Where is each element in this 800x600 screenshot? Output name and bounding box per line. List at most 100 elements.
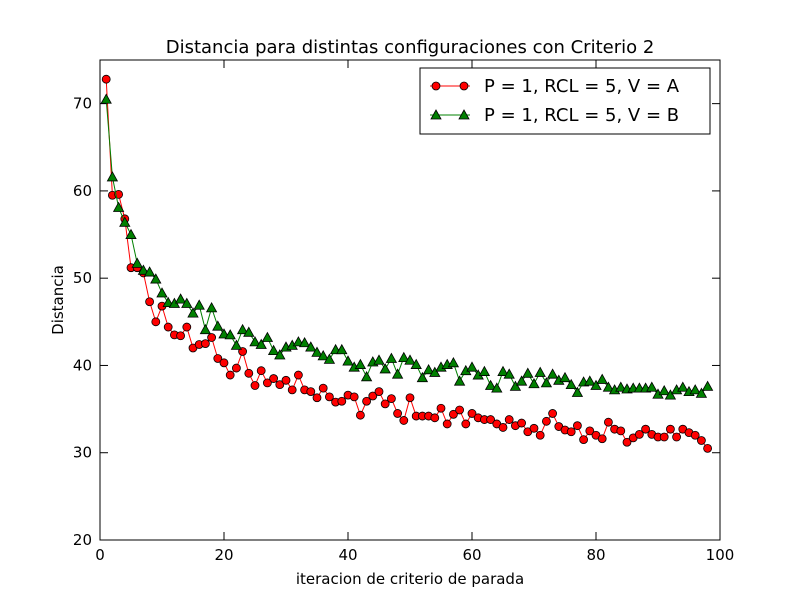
data-point	[590, 379, 602, 390]
legend-label: P = 1, RCL = 5, V = A	[484, 76, 680, 97]
data-point	[398, 351, 410, 363]
data-point	[405, 393, 415, 403]
y-tick-label: 20	[73, 531, 92, 549]
legend-entry: P = 1, RCL = 5, V = B	[430, 105, 679, 126]
data-point	[269, 374, 279, 383]
data-point	[379, 363, 391, 374]
data-point	[312, 393, 322, 403]
y-tick-label: 50	[73, 269, 92, 287]
data-point	[503, 368, 515, 379]
x-tick-label: 100	[706, 546, 735, 564]
data-point	[677, 381, 689, 392]
data-point	[230, 339, 243, 350]
data-point	[267, 344, 280, 356]
data-point	[323, 353, 336, 364]
y-tick-label: 70	[73, 95, 92, 113]
data-point	[306, 387, 316, 397]
data-point	[504, 415, 514, 424]
data-point	[478, 365, 491, 376]
data-point	[150, 273, 162, 284]
legend-marker	[458, 109, 470, 120]
data-point	[579, 435, 588, 445]
x-tick-label: 0	[95, 546, 105, 564]
legend-marker	[431, 81, 441, 91]
data-point	[231, 363, 241, 373]
y-tick-label: 30	[73, 444, 92, 462]
data-point	[112, 201, 125, 212]
data-point	[566, 427, 576, 437]
data-point	[293, 370, 303, 380]
data-point	[540, 377, 553, 388]
data-point	[573, 421, 582, 431]
data-point	[125, 228, 137, 239]
data-point	[641, 424, 650, 434]
data-point	[410, 358, 422, 369]
data-point	[466, 361, 478, 372]
data-point	[182, 322, 192, 332]
data-point	[535, 430, 545, 440]
data-point	[703, 443, 712, 453]
data-point	[275, 380, 285, 390]
data-point	[119, 216, 131, 227]
data-point	[324, 392, 334, 402]
data-point	[399, 416, 409, 425]
data-point	[430, 413, 440, 423]
data-point	[274, 349, 286, 360]
data-point	[337, 396, 347, 406]
data-point	[336, 343, 348, 355]
data-point	[666, 424, 675, 434]
data-point	[664, 389, 677, 400]
data-point	[416, 371, 429, 383]
data-point	[622, 437, 632, 447]
data-point	[393, 409, 403, 418]
chart-title: Distancia para distintas configuraciones…	[166, 37, 655, 58]
data-point	[163, 322, 173, 332]
data-point	[528, 377, 540, 389]
legend-box	[419, 67, 711, 135]
data-point	[212, 320, 224, 331]
data-point	[429, 366, 441, 377]
data-point	[200, 339, 210, 349]
x-tick-label: 40	[338, 546, 357, 564]
data-point	[311, 346, 323, 357]
data-point	[262, 378, 272, 388]
data-point	[225, 370, 235, 380]
data-point	[517, 418, 526, 428]
data-point	[174, 293, 187, 304]
data-point	[213, 354, 223, 363]
data-point	[659, 432, 669, 442]
data-point	[176, 331, 186, 341]
data-point	[436, 403, 446, 413]
data-point	[498, 423, 508, 432]
data-point	[143, 266, 156, 277]
data-point	[374, 387, 384, 397]
data-point	[604, 417, 613, 427]
data-point	[255, 338, 267, 349]
data-point	[615, 381, 627, 392]
data-point	[571, 386, 584, 397]
data-point	[616, 426, 626, 436]
data-point	[287, 385, 297, 395]
data-point	[542, 416, 551, 426]
data-point	[585, 426, 595, 436]
data-point	[453, 375, 466, 386]
data-point	[442, 419, 452, 429]
data-point	[193, 299, 205, 310]
data-point	[137, 264, 150, 275]
legend-marker	[430, 109, 442, 120]
data-point	[391, 368, 404, 379]
data-point	[422, 363, 435, 375]
data-point	[219, 358, 229, 368]
data-point	[597, 434, 607, 444]
x-tick-label: 60	[462, 546, 481, 564]
data-point	[368, 391, 378, 401]
data-point	[342, 355, 354, 366]
data-point	[448, 409, 458, 419]
data-point	[305, 341, 317, 352]
data-point	[156, 287, 168, 298]
data-point	[385, 352, 398, 363]
data-point	[515, 375, 528, 386]
data-point	[447, 357, 460, 368]
data-point	[534, 366, 546, 377]
